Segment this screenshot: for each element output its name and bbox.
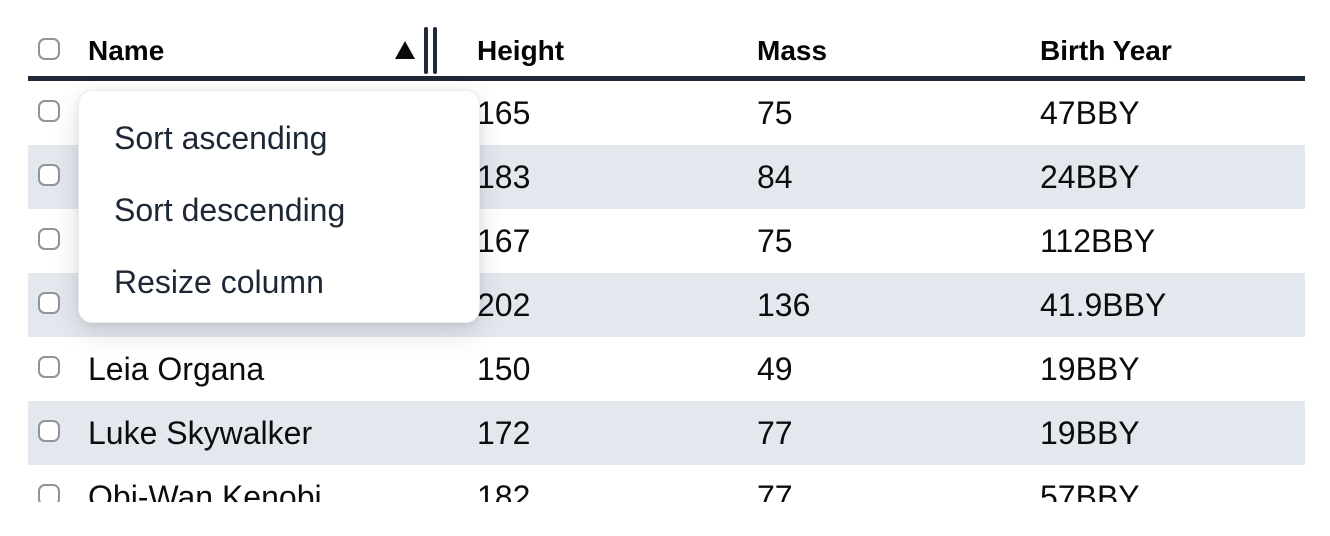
cell-name: Luke Skywalker: [88, 415, 313, 451]
cell-birth-year: 41.9BBY: [1040, 287, 1167, 323]
cell-height: 165: [477, 95, 531, 131]
cell-height: 150: [477, 351, 531, 387]
row-checkbox[interactable]: [38, 484, 60, 502]
cell-birth-year: 57BBY: [1040, 479, 1140, 502]
cell-mass: 136: [757, 287, 811, 323]
column-header-birth-year[interactable]: Birth Year: [1040, 35, 1172, 66]
cell-name: Leia Organa: [88, 351, 265, 387]
cell-birth-year: 19BBY: [1040, 351, 1140, 387]
cell-birth-year: 19BBY: [1040, 415, 1140, 451]
row-checkbox[interactable]: [38, 420, 60, 442]
cell-mass: 84: [757, 159, 793, 195]
row-checkbox[interactable]: [38, 100, 60, 122]
cell-birth-year: 24BBY: [1040, 159, 1140, 195]
cell-mass: 75: [757, 95, 793, 131]
table-row[interactable]: Obi-Wan Kenobi 182 77 57BBY: [28, 465, 1305, 502]
menu-item-sort-ascending[interactable]: Sort ascending: [114, 119, 328, 156]
cell-height: 172: [477, 415, 531, 451]
row-checkbox[interactable]: [38, 164, 60, 186]
table-row[interactable]: Luke Skywalker 172 77 19BBY: [28, 401, 1305, 465]
column-resize-handle[interactable]: [424, 27, 437, 74]
column-header-height[interactable]: Height: [477, 35, 565, 66]
cell-birth-year: 112BBY: [1040, 223, 1156, 259]
cell-height: 182: [477, 479, 531, 502]
cell-mass: 77: [757, 479, 793, 502]
cell-name: Obi-Wan Kenobi: [88, 479, 322, 502]
table-row[interactable]: Leia Organa 150 49 19BBY: [28, 337, 1305, 401]
column-header-mass[interactable]: Mass: [757, 35, 828, 66]
cell-height: 202: [477, 287, 531, 323]
cell-birth-year: 47BBY: [1040, 95, 1140, 131]
column-context-menu: Sort ascending Sort descending Resize co…: [78, 90, 480, 323]
cell-height: 167: [477, 223, 531, 259]
row-checkbox[interactable]: [38, 356, 60, 378]
table-header-row: Name Height Mass Birth Year: [28, 0, 1305, 81]
row-checkbox[interactable]: [38, 292, 60, 314]
cell-height: 183: [477, 159, 531, 195]
select-all-checkbox[interactable]: [38, 38, 60, 60]
menu-item-resize-column[interactable]: Resize column: [114, 263, 324, 300]
cell-mass: 75: [757, 223, 793, 259]
column-header-name[interactable]: Name: [88, 35, 165, 66]
cell-mass: 49: [757, 351, 793, 387]
cell-mass: 77: [757, 415, 793, 451]
menu-item-sort-descending[interactable]: Sort descending: [114, 191, 346, 228]
row-checkbox[interactable]: [38, 228, 60, 250]
sort-ascending-icon: [395, 41, 415, 59]
